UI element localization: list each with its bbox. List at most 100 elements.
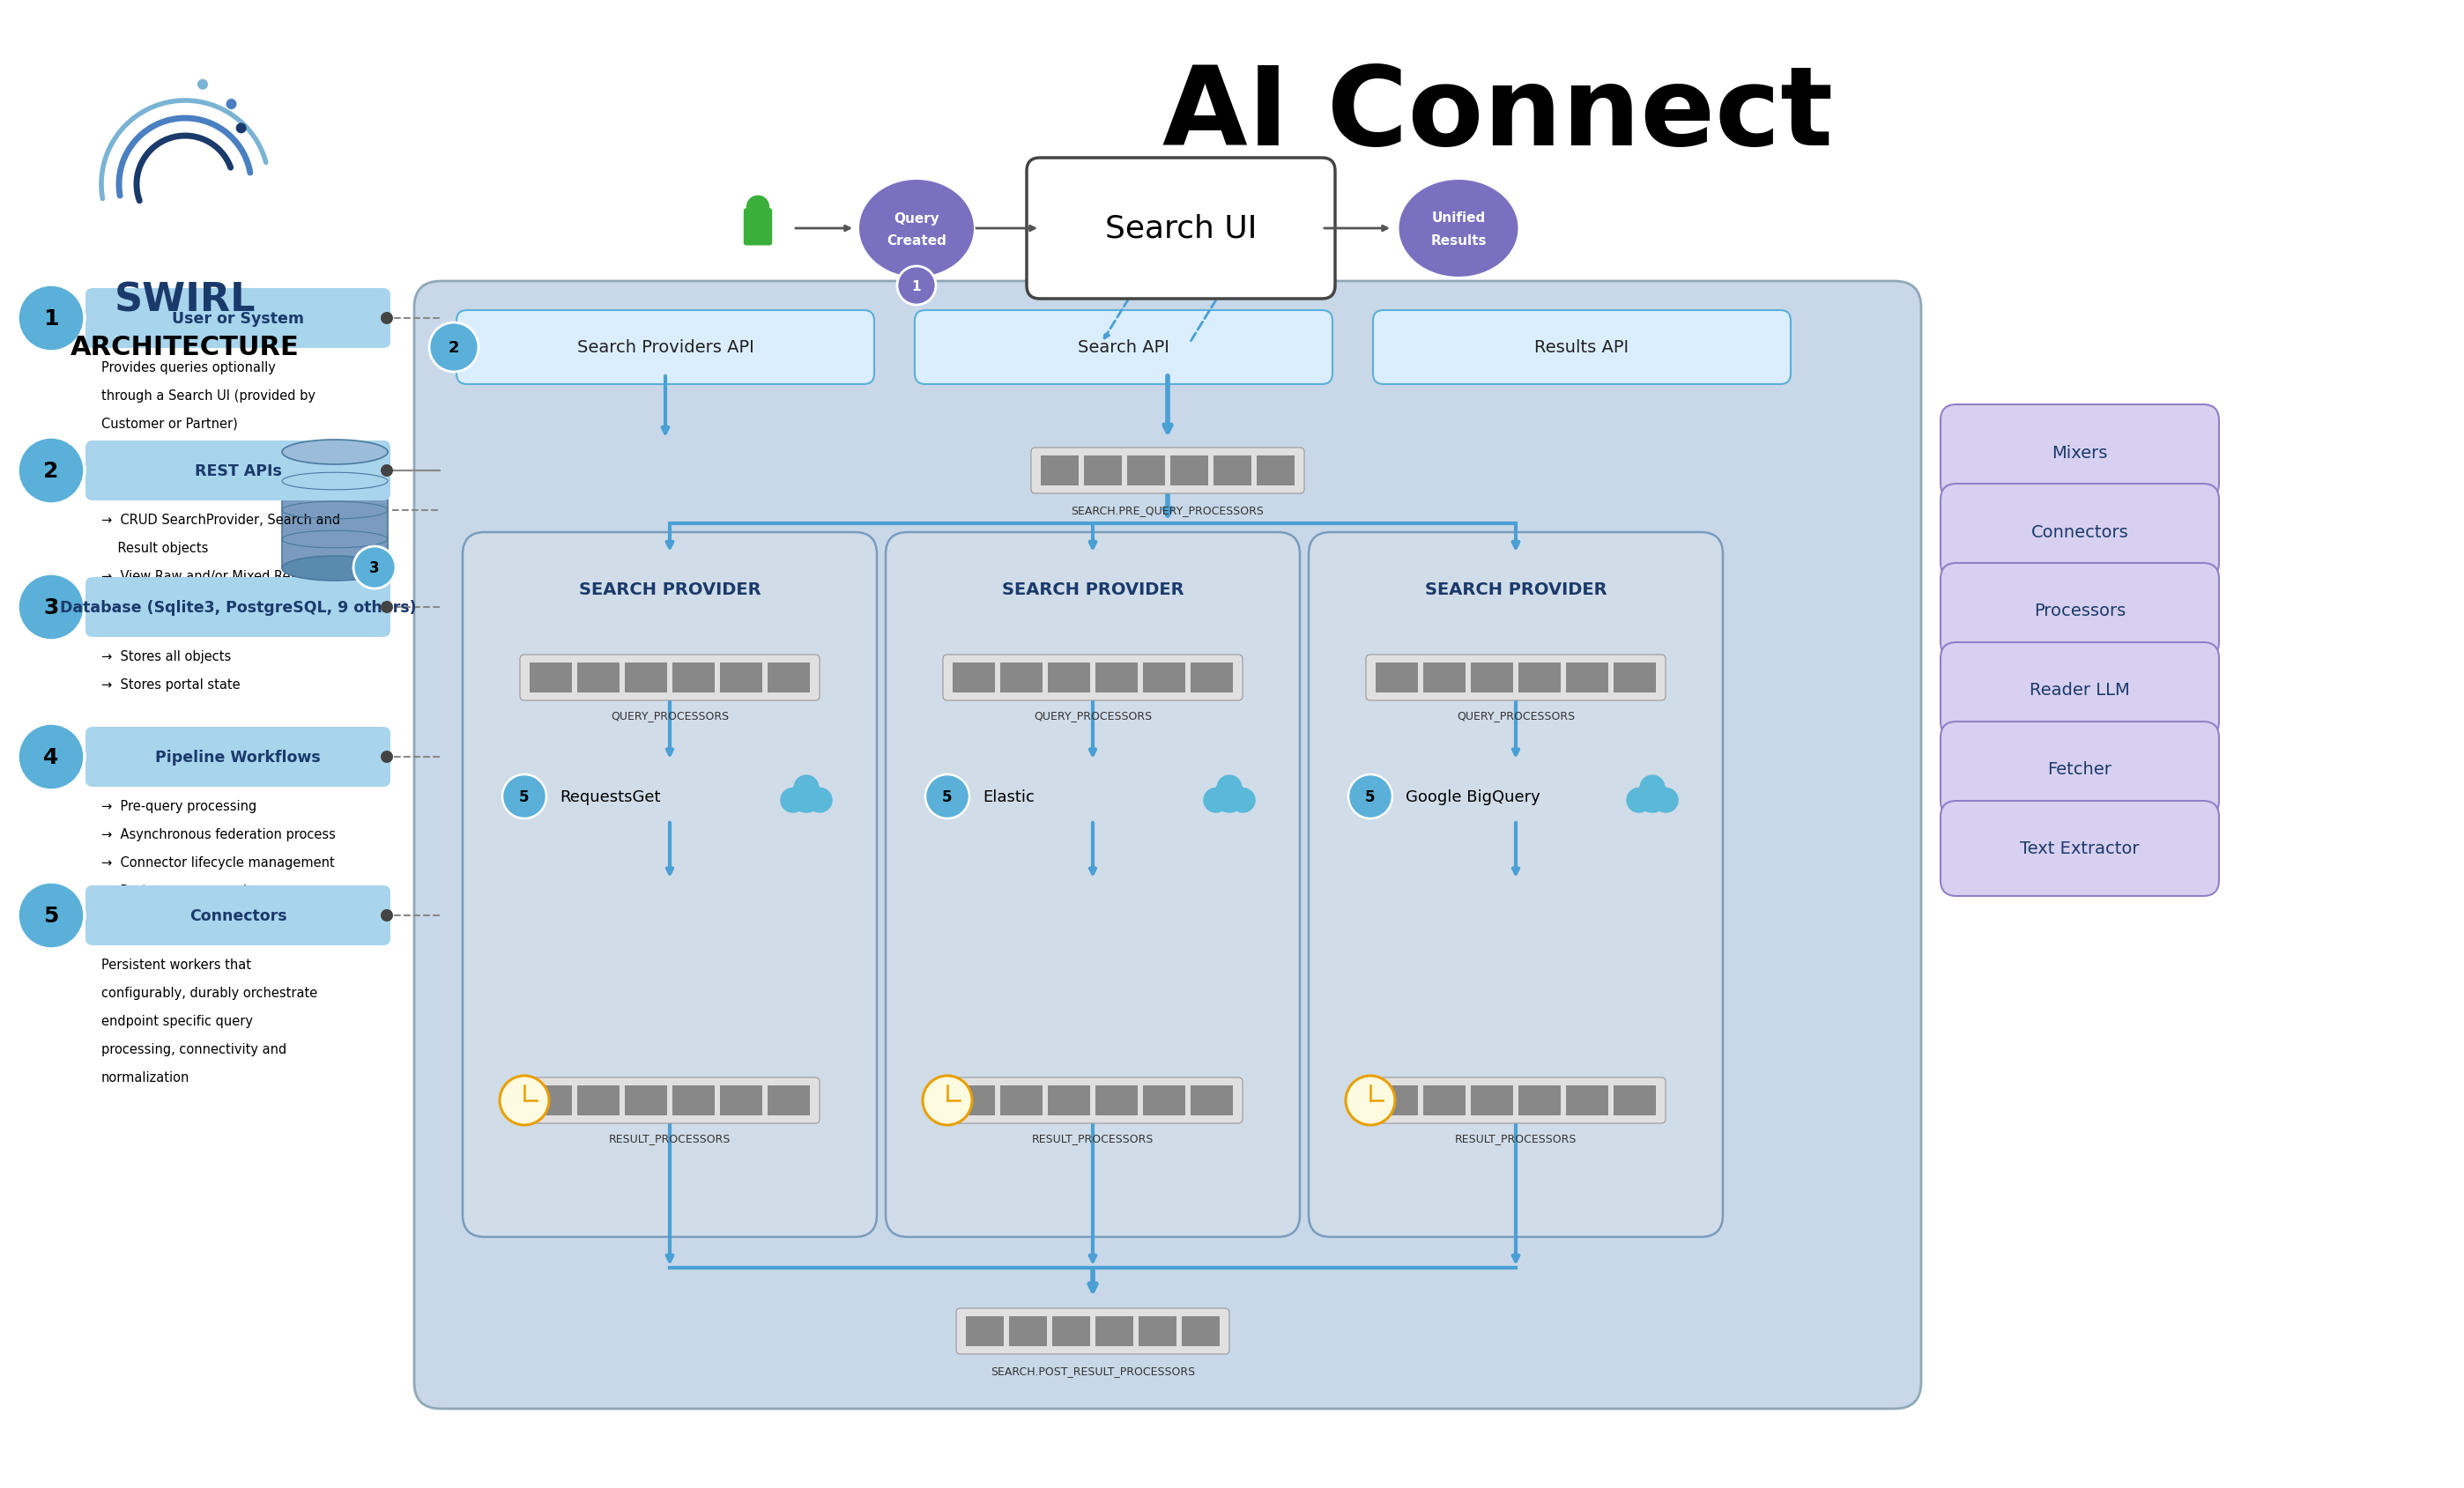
FancyBboxPatch shape bbox=[1942, 405, 2220, 500]
Bar bbox=[1170, 457, 1207, 487]
Text: Connectors: Connectors bbox=[190, 908, 286, 924]
Text: RESULT_PROCESSORS: RESULT_PROCESSORS bbox=[1032, 1132, 1153, 1144]
Circle shape bbox=[1230, 787, 1257, 814]
Text: →  Stores all objects: → Stores all objects bbox=[101, 650, 232, 664]
Text: Google BigQuery: Google BigQuery bbox=[1404, 789, 1540, 805]
Bar bbox=[1212, 457, 1252, 487]
Bar bbox=[1190, 1086, 1232, 1116]
Circle shape bbox=[17, 882, 84, 949]
Text: Elastic: Elastic bbox=[983, 789, 1035, 805]
Text: Results API: Results API bbox=[1535, 339, 1629, 356]
Bar bbox=[1190, 664, 1232, 693]
FancyBboxPatch shape bbox=[944, 655, 1242, 701]
Bar bbox=[673, 1086, 715, 1116]
Text: Search UI: Search UI bbox=[1104, 214, 1257, 244]
Bar bbox=[1518, 1086, 1560, 1116]
Bar bbox=[1257, 457, 1294, 487]
Text: 5: 5 bbox=[941, 789, 954, 805]
Circle shape bbox=[926, 775, 968, 818]
Ellipse shape bbox=[281, 440, 387, 464]
Bar bbox=[1010, 1317, 1047, 1347]
Bar bbox=[1047, 664, 1089, 693]
Text: 3: 3 bbox=[370, 559, 379, 576]
Bar bbox=[1084, 457, 1121, 487]
Text: 1: 1 bbox=[912, 280, 922, 293]
Text: configurably, durably orchestrate: configurably, durably orchestrate bbox=[101, 987, 318, 1000]
Bar bbox=[1567, 664, 1609, 693]
Bar bbox=[1471, 1086, 1513, 1116]
Bar bbox=[1000, 1086, 1042, 1116]
Text: SEARCH PROVIDER: SEARCH PROVIDER bbox=[1003, 582, 1183, 598]
Text: →  Pre-query processing: → Pre-query processing bbox=[101, 799, 256, 812]
Bar bbox=[1183, 1317, 1220, 1347]
Circle shape bbox=[1639, 775, 1666, 801]
Circle shape bbox=[500, 1076, 549, 1125]
Text: Search API: Search API bbox=[1077, 339, 1170, 356]
FancyBboxPatch shape bbox=[1365, 1077, 1666, 1123]
Text: Result objects: Result objects bbox=[101, 542, 209, 555]
Circle shape bbox=[197, 80, 207, 91]
Circle shape bbox=[17, 437, 84, 504]
FancyBboxPatch shape bbox=[414, 281, 1922, 1409]
Circle shape bbox=[17, 574, 84, 641]
Bar bbox=[1126, 457, 1165, 487]
Circle shape bbox=[382, 909, 394, 923]
Ellipse shape bbox=[1400, 180, 1518, 277]
Circle shape bbox=[1345, 1076, 1395, 1125]
FancyBboxPatch shape bbox=[86, 440, 389, 501]
FancyBboxPatch shape bbox=[914, 311, 1333, 385]
Text: SEARCH PROVIDER: SEARCH PROVIDER bbox=[579, 582, 761, 598]
Bar bbox=[626, 664, 668, 693]
Bar bbox=[954, 1086, 995, 1116]
Bar bbox=[1614, 1086, 1656, 1116]
Text: Created: Created bbox=[887, 235, 946, 248]
Text: through a Search UI (provided by: through a Search UI (provided by bbox=[101, 390, 315, 402]
Text: SEARCH.PRE_QUERY_PROCESSORS: SEARCH.PRE_QUERY_PROCESSORS bbox=[1072, 504, 1264, 516]
Bar bbox=[1375, 664, 1417, 693]
Circle shape bbox=[1626, 787, 1651, 814]
Bar bbox=[966, 1317, 1003, 1347]
Text: Unified: Unified bbox=[1432, 211, 1486, 225]
FancyBboxPatch shape bbox=[456, 311, 875, 385]
Bar bbox=[281, 452, 387, 568]
Text: Processors: Processors bbox=[2033, 603, 2126, 619]
Bar bbox=[1471, 664, 1513, 693]
Text: 5: 5 bbox=[520, 789, 530, 805]
FancyBboxPatch shape bbox=[1027, 159, 1335, 299]
Bar bbox=[1138, 1317, 1175, 1347]
Bar bbox=[1375, 1086, 1417, 1116]
Circle shape bbox=[897, 266, 936, 305]
Bar bbox=[1000, 664, 1042, 693]
Text: SWIRL: SWIRL bbox=[113, 281, 256, 320]
Circle shape bbox=[747, 196, 769, 219]
Text: RequestsGet: RequestsGet bbox=[559, 789, 660, 805]
Bar bbox=[1614, 664, 1656, 693]
Text: AI Connect: AI Connect bbox=[1163, 61, 1833, 168]
FancyBboxPatch shape bbox=[944, 1077, 1242, 1123]
Bar bbox=[1047, 1086, 1089, 1116]
Bar bbox=[1096, 1086, 1138, 1116]
Circle shape bbox=[17, 286, 84, 353]
Text: RESULT_PROCESSORS: RESULT_PROCESSORS bbox=[1454, 1132, 1577, 1144]
Bar bbox=[1567, 1086, 1609, 1116]
FancyBboxPatch shape bbox=[1365, 655, 1666, 701]
Text: Fetcher: Fetcher bbox=[2048, 762, 2112, 778]
FancyBboxPatch shape bbox=[1372, 311, 1791, 385]
Text: Database (Sqlite3, PostgreSQL, 9 others): Database (Sqlite3, PostgreSQL, 9 others) bbox=[59, 600, 416, 616]
Text: Pipeline Workflows: Pipeline Workflows bbox=[155, 750, 320, 765]
Circle shape bbox=[1212, 780, 1247, 814]
Circle shape bbox=[382, 464, 394, 478]
Bar bbox=[673, 664, 715, 693]
Text: Search Providers API: Search Providers API bbox=[577, 339, 754, 356]
FancyBboxPatch shape bbox=[1942, 643, 2220, 738]
Text: →  View Raw and/or Mixed Results: → View Raw and/or Mixed Results bbox=[101, 570, 320, 583]
Text: Database: Database bbox=[296, 594, 372, 610]
FancyBboxPatch shape bbox=[86, 289, 389, 348]
Text: endpoint specific query: endpoint specific query bbox=[101, 1015, 254, 1028]
FancyBboxPatch shape bbox=[744, 208, 771, 246]
FancyBboxPatch shape bbox=[463, 533, 877, 1237]
Bar bbox=[769, 1086, 811, 1116]
Bar bbox=[1096, 1317, 1133, 1347]
Text: SEARCH.POST_RESULT_PROCESSORS: SEARCH.POST_RESULT_PROCESSORS bbox=[991, 1364, 1195, 1376]
Text: Query: Query bbox=[894, 211, 939, 225]
